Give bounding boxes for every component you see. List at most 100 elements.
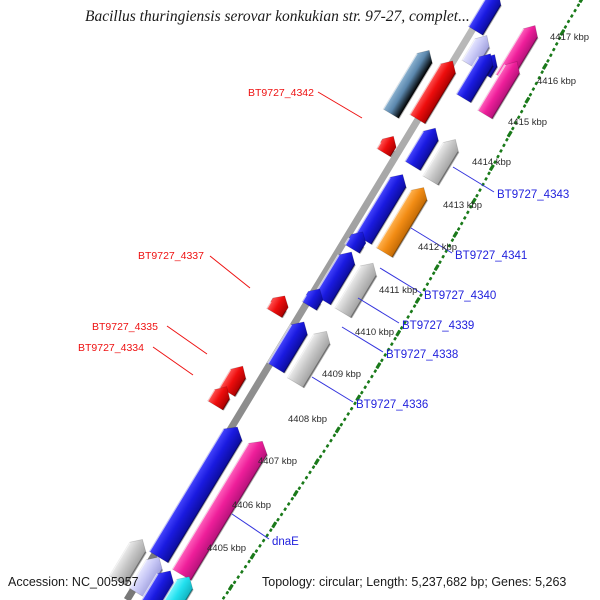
gene-feature-cyan[interactable] xyxy=(161,572,198,600)
gene-label-BT9727_4341[interactable]: BT9727_4341 xyxy=(455,250,527,262)
ruler-minor-tick xyxy=(258,544,262,548)
ruler-minor-tick xyxy=(393,336,397,341)
gene-feature-magenta[interactable] xyxy=(171,436,272,581)
ruler-minor-tick xyxy=(243,564,248,569)
gene-feature-gray[interactable] xyxy=(108,535,150,586)
ruler-tick-label: 4415 kbp xyxy=(508,117,547,128)
ruler-major-tick xyxy=(292,490,299,497)
ruler-minor-tick xyxy=(441,254,445,259)
feature-bevel-highlight xyxy=(467,0,488,27)
gene-feature-glyphs[interactable] xyxy=(108,0,542,600)
gene-label-BT9727_4342[interactable]: BT9727_4342 xyxy=(248,87,314,99)
gene-feature-blue[interactable] xyxy=(148,421,247,564)
feature-bevel-highlight xyxy=(218,368,232,388)
gene-label-BT9727_4334[interactable]: BT9727_4334 xyxy=(78,342,144,354)
gene-label-BT9727_4336[interactable]: BT9727_4336 xyxy=(356,399,428,411)
ruler-major-tick xyxy=(375,362,382,369)
ruler-tick-label: 4414 kbp xyxy=(472,157,511,168)
ruler-minor-tick xyxy=(308,470,312,475)
gene-feature-steelblue[interactable] xyxy=(382,46,437,119)
gene-feature-red[interactable] xyxy=(375,132,401,158)
ruler-minor-tick xyxy=(283,507,287,512)
feature-body[interactable] xyxy=(301,284,327,311)
gene-feature-magenta[interactable] xyxy=(476,57,525,120)
gene-label-BT9727_4343[interactable]: BT9727_4343 xyxy=(497,189,569,201)
feature-bevel-highlight xyxy=(286,333,315,379)
ruler-minor-tick xyxy=(366,380,371,384)
gene-name-labels[interactable]: BT9727_4342 BT9727_4337 BT9727_4335 BT9727_… xyxy=(78,87,569,548)
leader-line-BT9727_4337 xyxy=(209,255,251,289)
ruler-minor-tick xyxy=(576,3,581,7)
ruler-tick-label: 4408 kbp xyxy=(288,414,327,425)
gene-feature-blue[interactable] xyxy=(455,49,497,104)
ruler-tick-label: 4411 kbp xyxy=(379,285,417,296)
gene-feature-blue[interactable] xyxy=(467,0,505,36)
page-title: Bacillus thuringiensis serovar konkukian… xyxy=(85,8,470,25)
feature-bevel-highlight xyxy=(476,64,506,111)
ruler-major-tick xyxy=(452,231,459,238)
ruler-minor-tick xyxy=(290,496,295,501)
ruler-minor-tick xyxy=(537,75,541,80)
ruler-minor-tick xyxy=(573,8,577,13)
gene-label-BT9727_4337[interactable]: BT9727_4337 xyxy=(138,250,204,262)
ruler-minor-tick xyxy=(546,59,550,63)
gene-feature-blue[interactable] xyxy=(354,170,411,245)
gene-feature-blue[interactable] xyxy=(301,284,327,311)
gene-label-BT9727_4338[interactable]: BT9727_4338 xyxy=(386,349,458,361)
gene-feature-red[interactable] xyxy=(206,382,235,411)
ruler-minor-tick xyxy=(360,390,364,395)
feature-bevel-highlight xyxy=(267,324,293,364)
gene-label-BT9727_4340[interactable]: BT9727_4340 xyxy=(424,290,496,302)
leader-line-BT9727_4338 xyxy=(341,326,384,353)
ruler-minor-tick xyxy=(346,412,350,416)
ruler-minor-tick xyxy=(221,596,226,600)
feature-bevel-shadow xyxy=(358,246,365,254)
feature-bevel-shadow xyxy=(124,551,147,586)
leader-line-BT9727_4340 xyxy=(379,267,422,294)
feature-bevel-shadow xyxy=(302,343,331,389)
ruler-major-tick xyxy=(578,0,585,3)
gene-feature-red[interactable] xyxy=(265,291,293,319)
ruler-minor-tick xyxy=(484,177,488,181)
feature-bevel-highlight xyxy=(494,28,524,75)
leader-line-BT9727_4335 xyxy=(166,325,208,355)
ruler-tick-label: 4409 kbp xyxy=(322,369,361,380)
gene-label-BT9727_4339[interactable]: BT9727_4339 xyxy=(402,320,474,332)
feature-bevel-highlight xyxy=(422,141,444,177)
gene-label-dnaE[interactable]: dnaE xyxy=(272,536,299,548)
gene-feature-gray[interactable] xyxy=(286,326,334,389)
ruler-minor-tick xyxy=(363,385,367,390)
gene-feature-orange[interactable] xyxy=(375,183,432,258)
ruler-minor-tick xyxy=(450,238,455,242)
gene-feature-red[interactable] xyxy=(408,56,461,125)
ruler-major-tick xyxy=(249,552,256,560)
genome-summary-text: Topology: circular; Length: 5,237,682 bp… xyxy=(262,575,566,589)
feature-bevel-shadow xyxy=(329,264,356,306)
ruler-minor-tick xyxy=(406,315,410,319)
gene-feature-gray[interactable] xyxy=(422,135,463,186)
gene-feature-gray[interactable] xyxy=(333,258,381,319)
gene-label-BT9727_4335[interactable]: BT9727_4335 xyxy=(92,321,158,333)
ruler-minor-tick xyxy=(304,475,309,480)
feature-body[interactable] xyxy=(344,227,370,254)
ruler-minor-tick xyxy=(409,309,414,314)
gene-feature-blue[interactable] xyxy=(267,317,312,374)
gene-feature-blue[interactable] xyxy=(404,124,443,171)
feature-body[interactable] xyxy=(376,132,401,158)
feature-bevel-shadow xyxy=(389,150,396,158)
ruler-minor-tick xyxy=(466,210,470,215)
gene-feature-blue[interactable] xyxy=(344,227,370,254)
feature-bevel-shadow xyxy=(437,151,460,186)
feature-bevel-highlight xyxy=(408,63,442,115)
ruler-major-tick xyxy=(355,394,362,402)
ruler-minor-tick xyxy=(297,486,302,491)
label-leader-lines xyxy=(152,91,495,540)
ruler-minor-tick xyxy=(232,580,237,585)
feature-bevel-highlight xyxy=(128,559,147,589)
feature-body[interactable] xyxy=(266,291,293,319)
feature-bevel-shadow xyxy=(177,588,194,600)
gene-feature-blue[interactable] xyxy=(313,247,359,306)
ruler-minor-tick xyxy=(499,149,503,153)
feature-bevel-shadow xyxy=(391,199,429,258)
